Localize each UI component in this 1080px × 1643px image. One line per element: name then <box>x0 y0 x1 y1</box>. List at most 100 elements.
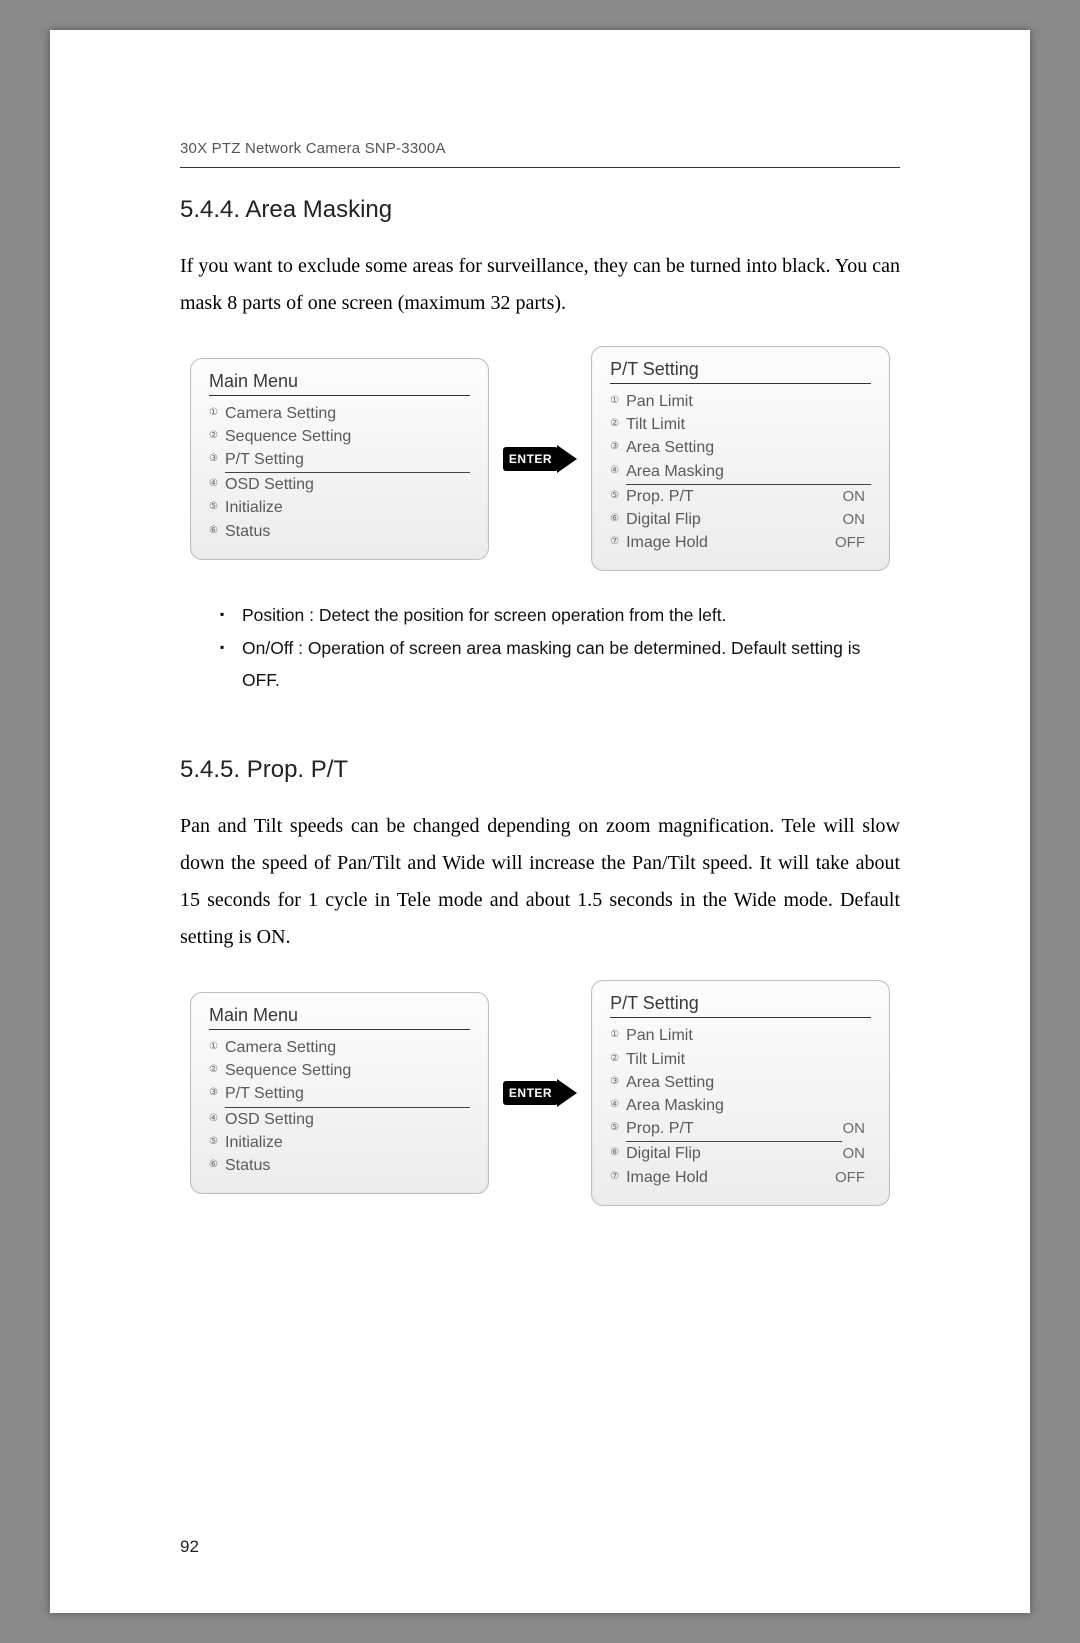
menu-item-index: ⑤ <box>610 1121 626 1136</box>
menu-item-label: Tilt Limit <box>626 1048 871 1071</box>
section-title-prop-pt: 5.4.5. Prop. P/T <box>180 756 900 784</box>
arrow-right-icon <box>557 445 577 473</box>
menu-item: ④OSD Setting <box>209 1108 470 1131</box>
menu-item-index: ④ <box>610 464 626 479</box>
pt-setting-list-2: ①Pan Limit②Tilt Limit③Area Setting④Area … <box>610 1024 871 1188</box>
enter-badge: ENTER <box>503 445 577 473</box>
menu-item: ①Camera Setting <box>209 402 470 425</box>
diagram-area-masking: Main Menu ①Camera Setting②Sequence Setti… <box>190 346 890 571</box>
menu-item-label: OSD Setting <box>225 1108 470 1131</box>
menu-item-value: OFF <box>835 1167 871 1189</box>
menu-item: ⑦Image HoldOFF <box>610 531 871 554</box>
menu-item-label: Pan Limit <box>626 1024 871 1047</box>
enter-label: ENTER <box>503 447 558 471</box>
enter-badge-2: ENTER <box>503 1079 577 1107</box>
section-body-area-masking: If you want to exclude some areas for su… <box>180 248 900 322</box>
menu-item-index: ① <box>209 406 225 421</box>
menu-item-label: Sequence Setting <box>225 1059 470 1082</box>
menu-item-index: ① <box>610 1028 626 1043</box>
diagram-prop-pt: Main Menu ①Camera Setting②Sequence Setti… <box>190 980 890 1205</box>
menu-item-label: Camera Setting <box>225 1036 470 1059</box>
menu-item-index: ② <box>610 417 626 432</box>
enter-label-2: ENTER <box>503 1081 558 1105</box>
menu-item-index: ⑥ <box>209 524 225 539</box>
menu-item: ③P/T Setting <box>209 1082 470 1107</box>
menu-item: ③Area Setting <box>610 436 871 459</box>
menu-item-index: ③ <box>209 452 225 467</box>
menu-item-value: ON <box>842 509 871 531</box>
menu-item-value: OFF <box>835 532 871 554</box>
main-menu-list-2: ①Camera Setting②Sequence Setting③P/T Set… <box>209 1036 470 1177</box>
menu-item-index: ⑤ <box>610 489 626 504</box>
arrow-right-icon <box>557 1079 577 1107</box>
menu-item: ①Pan Limit <box>610 390 871 413</box>
menu-item: ⑤Initialize <box>209 496 470 519</box>
menu-item: ①Pan Limit <box>610 1024 871 1047</box>
menu-item: ②Tilt Limit <box>610 1048 871 1071</box>
menu-item-label: Prop. P/T <box>626 1117 842 1142</box>
menu-item-index: ⑥ <box>209 1158 225 1173</box>
main-menu-panel-2: Main Menu ①Camera Setting②Sequence Setti… <box>190 992 489 1194</box>
menu-item-label: Pan Limit <box>626 390 871 413</box>
menu-item: ④OSD Setting <box>209 473 470 496</box>
section-title-area-masking: 5.4.4. Area Masking <box>180 196 900 224</box>
menu-item: ⑤Prop. P/TON <box>610 485 871 508</box>
menu-item: ④Area Masking <box>610 1094 871 1117</box>
menu-item-index: ④ <box>209 1112 225 1127</box>
menu-item: ⑥Digital FlipON <box>610 508 871 531</box>
menu-item-label: Sequence Setting <box>225 425 470 448</box>
menu-item: ⑥Status <box>209 1154 470 1177</box>
menu-item-label: Image Hold <box>626 1166 835 1189</box>
menu-item-label: Digital Flip <box>626 508 842 531</box>
menu-item-index: ⑤ <box>209 1135 225 1150</box>
bullet-item: On/Off : Operation of screen area maskin… <box>220 632 900 697</box>
menu-item-label: P/T Setting <box>225 448 470 473</box>
menu-item-label: Digital Flip <box>626 1142 842 1165</box>
menu-item: ④Area Masking <box>610 460 871 485</box>
menu-item-label: Tilt Limit <box>626 413 871 436</box>
menu-item-index: ② <box>610 1052 626 1067</box>
menu-item-label: Area Setting <box>626 1071 871 1094</box>
menu-item-label: Area Masking <box>626 460 871 485</box>
menu-item: ⑤Prop. P/TON <box>610 1117 871 1142</box>
menu-item-index: ⑥ <box>610 512 626 527</box>
menu-item: ③Area Setting <box>610 1071 871 1094</box>
menu-item-index: ⑦ <box>610 1170 626 1185</box>
menu-item-index: ⑥ <box>610 1146 626 1161</box>
menu-item: ⑤Initialize <box>209 1131 470 1154</box>
menu-item-value: ON <box>842 1118 871 1140</box>
menu-item-label: Status <box>225 520 470 543</box>
menu-item: ⑦Image HoldOFF <box>610 1166 871 1189</box>
menu-item-index: ⑦ <box>610 535 626 550</box>
pt-setting-panel-1: P/T Setting ①Pan Limit②Tilt Limit③Area S… <box>591 346 890 571</box>
menu-item-label: Image Hold <box>626 531 835 554</box>
menu-item: ⑥Digital FlipON <box>610 1142 871 1165</box>
menu-item-label: Initialize <box>225 1131 470 1154</box>
menu-item-value: ON <box>842 1143 871 1165</box>
page-number: 92 <box>180 1537 199 1557</box>
menu-item-index: ④ <box>610 1098 626 1113</box>
menu-item-label: Camera Setting <box>225 402 470 425</box>
pt-setting-title-1: P/T Setting <box>610 359 871 384</box>
menu-item-label: OSD Setting <box>225 473 470 496</box>
menu-item-label: Initialize <box>225 496 470 519</box>
menu-item: ②Tilt Limit <box>610 413 871 436</box>
menu-item-index: ③ <box>610 1075 626 1090</box>
menu-item-index: ② <box>209 429 225 444</box>
main-menu-panel: Main Menu ①Camera Setting②Sequence Setti… <box>190 358 489 560</box>
main-menu-title-2: Main Menu <box>209 1005 470 1030</box>
menu-item: ⑥Status <box>209 520 470 543</box>
menu-item-index: ③ <box>610 440 626 455</box>
menu-item-label: Prop. P/T <box>626 485 842 508</box>
bullet-item: Position : Detect the position for scree… <box>220 599 900 631</box>
menu-item-index: ③ <box>209 1086 225 1101</box>
menu-item-index: ② <box>209 1063 225 1078</box>
menu-item: ①Camera Setting <box>209 1036 470 1059</box>
menu-item-index: ① <box>610 394 626 409</box>
section-body-prop-pt: Pan and Tilt speeds can be changed depen… <box>180 808 900 956</box>
menu-item-label: Area Masking <box>626 1094 871 1117</box>
menu-item-label: Area Setting <box>626 436 871 459</box>
doc-header: 30X PTZ Network Camera SNP-3300A <box>180 140 900 168</box>
menu-item: ②Sequence Setting <box>209 1059 470 1082</box>
menu-item-value: ON <box>842 486 871 508</box>
